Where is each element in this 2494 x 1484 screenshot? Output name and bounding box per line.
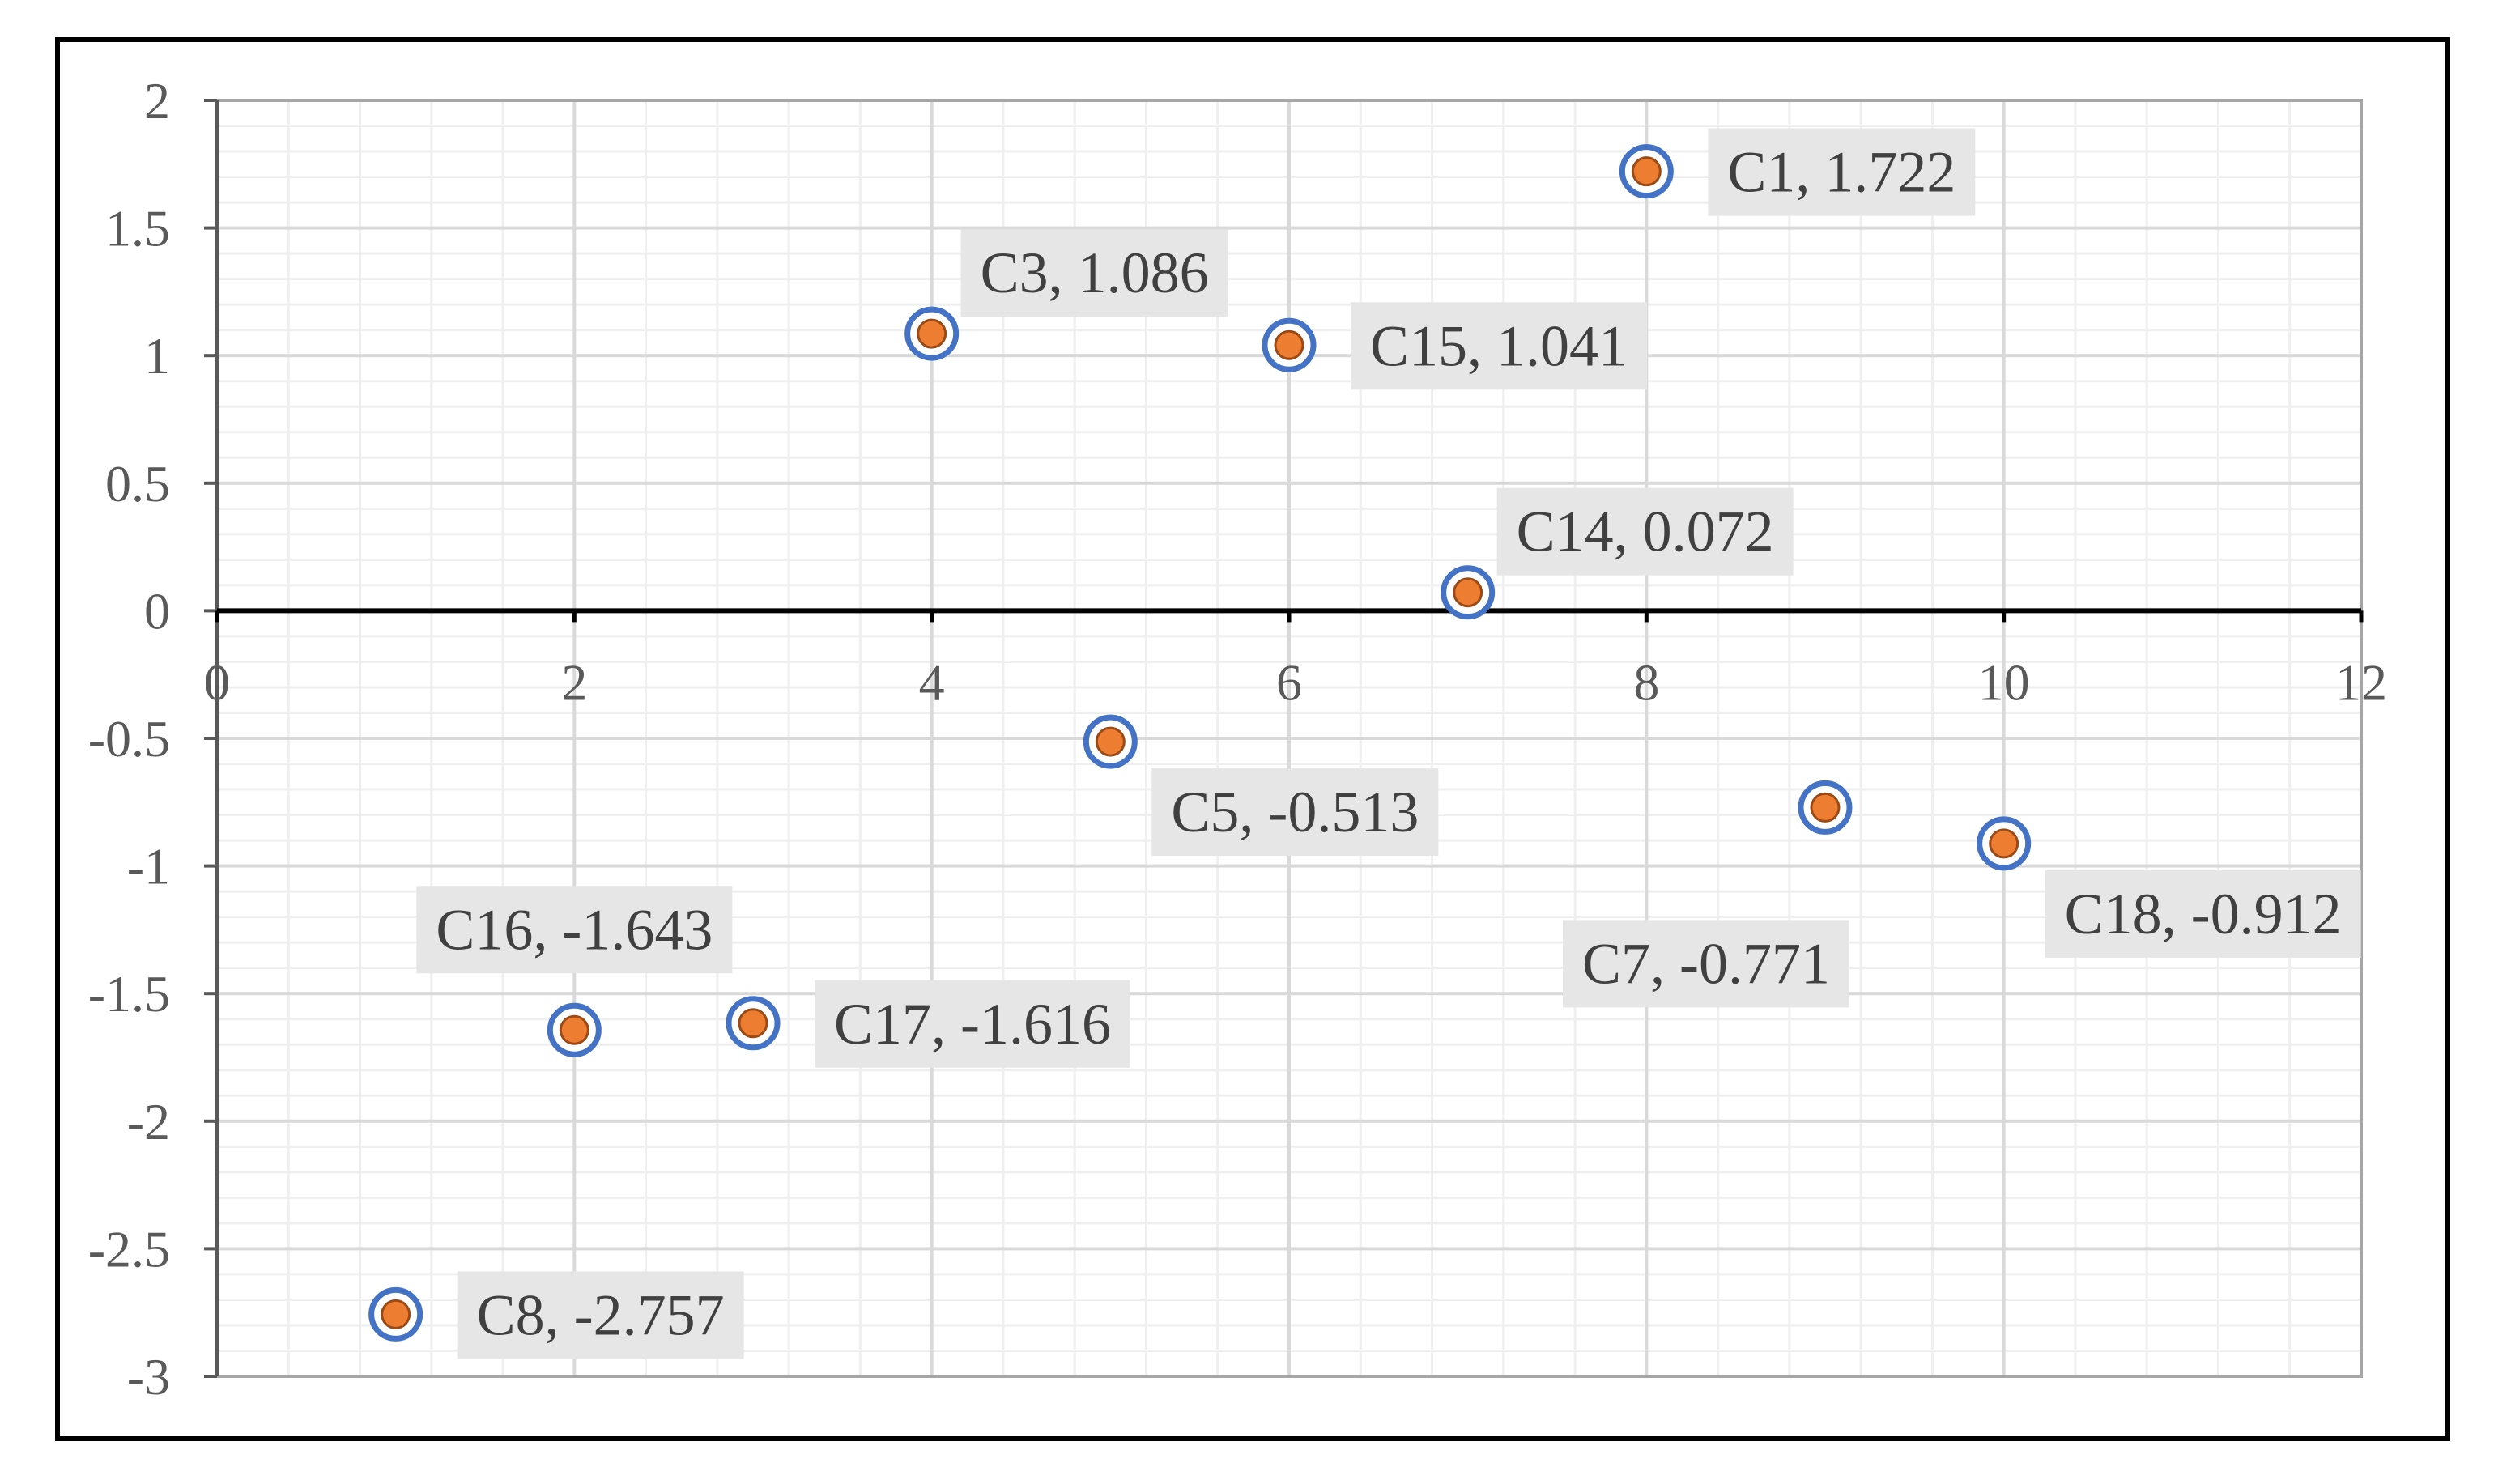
data-point-marker <box>1083 714 1138 769</box>
axes <box>204 99 2364 1378</box>
data-point-center <box>1095 726 1126 757</box>
data-point-marker <box>1262 317 1317 372</box>
data-label-text: C5, -0.513 <box>1171 780 1419 844</box>
x-tick-label: 4 <box>919 653 945 711</box>
data-point-center <box>917 318 947 349</box>
x-axis-tick-labels: 0 2 4 6 8 10 12 <box>204 653 2387 711</box>
data-label-text: C7, -0.771 <box>1582 931 1830 996</box>
data-label-text: C18, -0.912 <box>2065 882 2342 946</box>
y-tick-label: -1 <box>127 838 170 895</box>
data-label-box <box>1151 768 1439 857</box>
y-tick-label: -3 <box>127 1348 170 1405</box>
y-tick-label: 0 <box>144 582 170 640</box>
y-tick-label: -0.5 <box>88 710 170 768</box>
data-label: C8, -2.757 <box>457 1271 744 1359</box>
data-label-box <box>815 980 1130 1068</box>
data-label-text: C14, 0.072 <box>1517 500 1774 564</box>
y-axis-tick-labels: 2 1.5 1 0.5 0 -0.5 -1 -1.5 -2 -2.5 -3 <box>88 72 170 1405</box>
data-label-box <box>1708 128 1976 216</box>
major-gridlines <box>215 99 2363 1378</box>
data-label: C14, 0.072 <box>1496 487 1794 576</box>
y-tick-label: -2 <box>127 1093 170 1150</box>
data-label: C16, -1.643 <box>416 886 733 974</box>
x-tick-label: 0 <box>204 653 230 711</box>
data-point-center <box>559 1014 589 1045</box>
data-point-center <box>1810 792 1841 823</box>
data-label: C3, 1.086 <box>960 229 1228 317</box>
data-label: C5, -0.513 <box>1151 768 1439 857</box>
data-label-text: C15, 1.041 <box>1370 313 1628 378</box>
data-point-marker <box>547 1002 602 1057</box>
data-label-box <box>457 1271 744 1359</box>
data-point-marker <box>1798 780 1853 835</box>
data-label-box <box>1351 302 1648 390</box>
data-label: C18, -0.912 <box>2045 870 2361 958</box>
data-point-marker <box>904 306 960 361</box>
data-label: C17, -1.616 <box>815 980 1130 1068</box>
data-label: C1, 1.722 <box>1708 128 1976 216</box>
x-tick-label: 12 <box>2335 653 2387 711</box>
y-tick-label: -1.5 <box>88 965 170 1023</box>
data-label-box <box>416 886 733 974</box>
data-markers <box>368 144 2032 1342</box>
data-point-center <box>1274 330 1304 360</box>
data-label-box <box>960 229 1228 317</box>
data-point-center <box>1453 577 1483 608</box>
data-point-marker <box>1619 144 1674 199</box>
data-label-text: C1, 1.722 <box>1727 140 1956 205</box>
data-label-text: C16, -1.643 <box>436 897 713 962</box>
data-label-text: C17, -1.616 <box>834 992 1111 1057</box>
data-label-box <box>2045 870 2361 958</box>
x-tick-label: 8 <box>1633 653 1659 711</box>
y-tick-label: 1.5 <box>105 200 170 257</box>
data-point-marker <box>726 996 781 1051</box>
x-tick-label: 6 <box>1276 653 1302 711</box>
data-label: C15, 1.041 <box>1351 302 1648 390</box>
data-label-box <box>1496 487 1794 576</box>
x-tick-label: 10 <box>1978 653 2030 711</box>
y-tick-label: 0.5 <box>105 455 170 512</box>
data-label-box <box>1563 920 1849 1008</box>
data-label-text: C8, -2.757 <box>477 1282 725 1347</box>
y-tick-label: 1 <box>144 327 170 385</box>
data-point-center <box>1631 156 1662 187</box>
data-label-text: C3, 1.086 <box>981 240 1209 305</box>
data-point-marker <box>368 1286 423 1342</box>
data-point-marker <box>1977 816 2032 871</box>
data-label: C7, -0.771 <box>1563 920 1849 1008</box>
data-point-center <box>1989 828 2019 859</box>
y-tick-label: -2.5 <box>88 1220 170 1278</box>
x-tick-label: 2 <box>561 653 587 711</box>
y-tick-label: 2 <box>144 72 170 130</box>
data-point-marker <box>1441 565 1496 620</box>
data-point-center <box>381 1299 411 1329</box>
data-labels: C8, -2.757 C16, -1.643 C17, -1.616 C3, 1.08… <box>416 128 2361 1359</box>
data-point-center <box>738 1008 768 1039</box>
